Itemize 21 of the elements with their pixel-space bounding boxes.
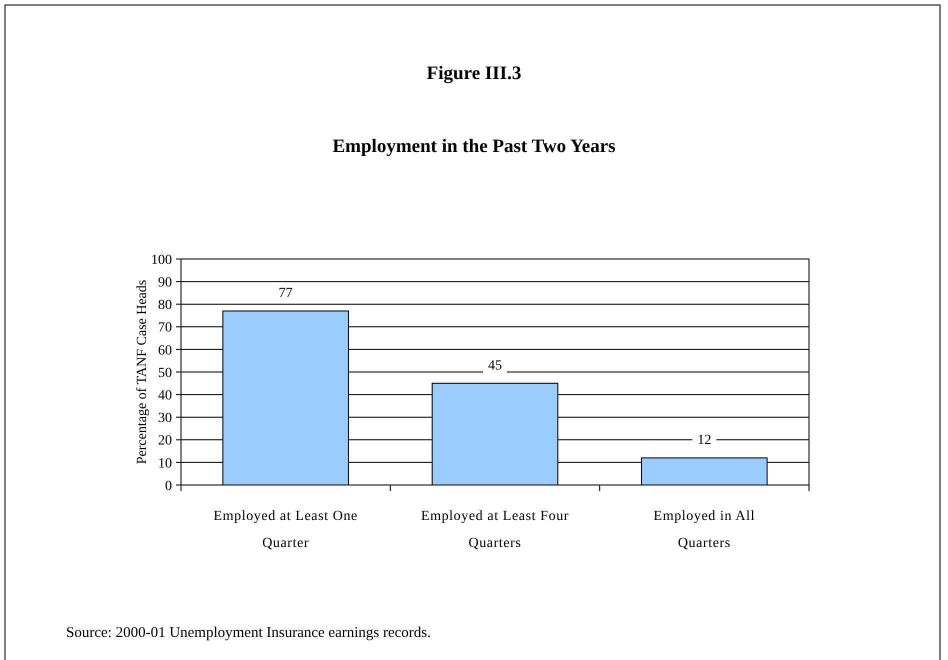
y-tick-label: 100 bbox=[151, 252, 172, 268]
y-tick-label: 70 bbox=[158, 320, 172, 336]
x-tick-label: Employed at Least Four Quarters bbox=[420, 509, 570, 551]
chart-title: Figure III.3 bbox=[426, 63, 522, 84]
data-label: 77 bbox=[278, 286, 293, 301]
y-tick-label: 20 bbox=[158, 434, 172, 449]
source-note: Source: 2000-01 Unemployment Insurance earnings records. bbox=[66, 625, 431, 641]
y-tick-label: 0 bbox=[165, 478, 172, 494]
y-tick-label: 30 bbox=[158, 411, 172, 426]
data-label: 12 bbox=[697, 432, 712, 448]
y-axis-title: Percentage of TANF Case Heads bbox=[135, 280, 150, 464]
y-tick-label: 50 bbox=[158, 366, 172, 381]
data-label: 45 bbox=[488, 358, 502, 374]
y-tick-label: 10 bbox=[158, 456, 172, 472]
y-tick-label: 80 bbox=[158, 298, 172, 314]
x-tick-label: Employed at Least One Quarter bbox=[213, 509, 358, 551]
chart-subtitle: Employment in the Past Two Years bbox=[332, 136, 616, 157]
y-tick-label: 60 bbox=[158, 343, 172, 358]
y-tick-label: 90 bbox=[158, 276, 172, 290]
x-tick-label: Employed in All Quarters bbox=[654, 509, 756, 551]
y-tick-label: 40 bbox=[158, 388, 172, 404]
